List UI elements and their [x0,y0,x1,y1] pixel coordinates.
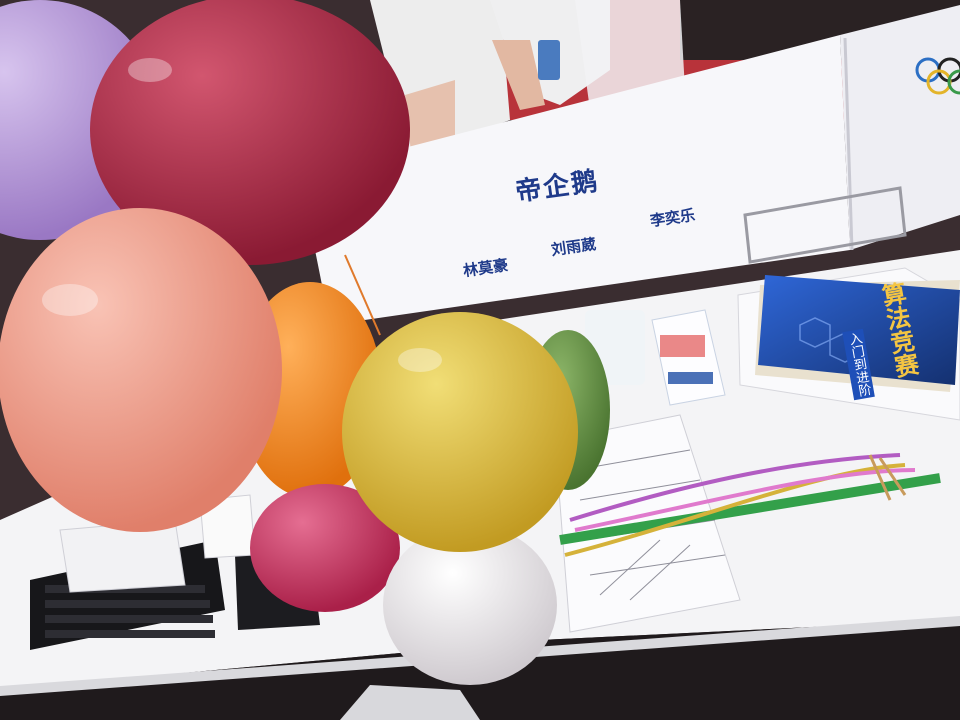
name-placard [300,35,850,325]
balloon-peach [0,208,282,532]
balloon-crimson [90,0,410,265]
balloon-magenta [250,484,400,612]
balloon-yellow [342,312,578,552]
side-panel [840,5,960,250]
bag [340,685,480,720]
balloon-white [383,525,557,685]
ribbons [559,453,941,557]
lanyard-badge [538,40,560,80]
paper-stack-left [59,519,186,593]
balloon-string [344,254,381,336]
rings-logo [915,57,960,95]
wire-holder [743,186,907,264]
